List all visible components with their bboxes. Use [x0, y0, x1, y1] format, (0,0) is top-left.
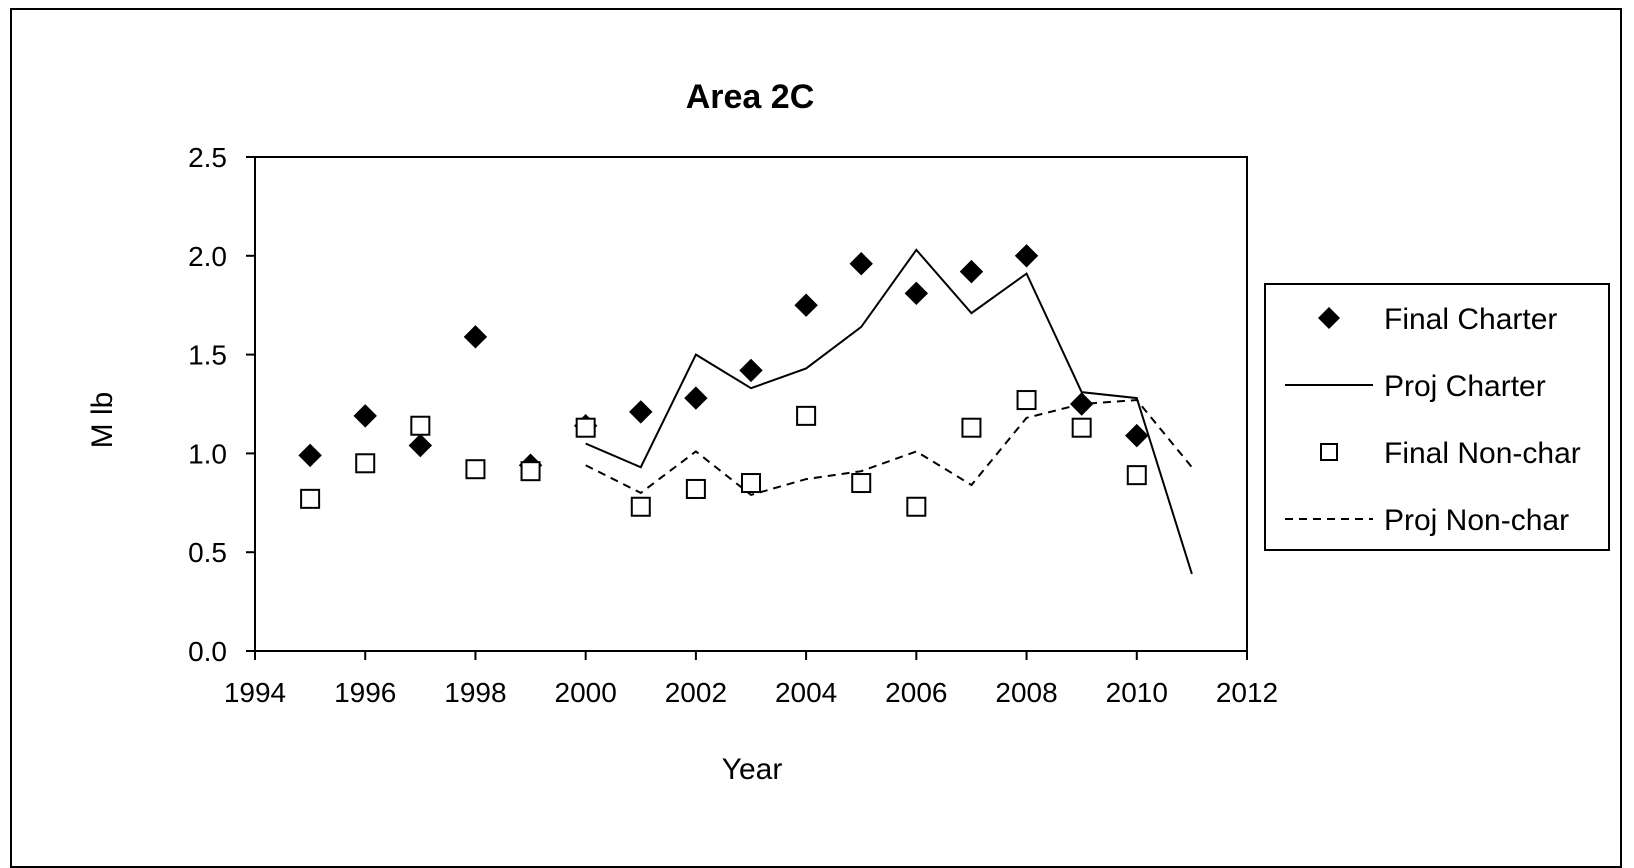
data-point — [1125, 423, 1149, 448]
y-tick-label: 1.5 — [188, 340, 227, 371]
data-point — [463, 325, 488, 349]
data-point — [961, 417, 982, 438]
data-point — [684, 386, 708, 410]
legend-item: Final Charter — [1318, 303, 1557, 336]
y-tick-label: 2.0 — [188, 241, 227, 272]
x-tick-label: 1994 — [224, 677, 286, 708]
data-point — [739, 358, 763, 383]
legend-label: Final Charter — [1384, 303, 1557, 336]
series-final-non-char — [300, 390, 1147, 517]
data-point — [1126, 465, 1147, 486]
data-point — [851, 473, 872, 494]
y-axis: 0.0 0.5 1.0 1.5 2.0 2.5 — [188, 142, 255, 667]
data-point — [1014, 244, 1039, 268]
data-point — [1071, 417, 1092, 438]
data-point — [796, 405, 817, 426]
legend-label: Final Non-char — [1384, 437, 1581, 470]
plot-area — [254, 156, 1248, 652]
x-tick-label: 1996 — [334, 677, 396, 708]
data-point — [741, 473, 761, 494]
chart-title: Area 2C — [686, 78, 815, 116]
x-tick-label: 2008 — [995, 677, 1057, 708]
data-point — [794, 293, 818, 317]
chart: Area 2C 0.0 0.5 1.0 1.5 2.0 2.5 1994 1996 1998 2… — [86, 78, 1610, 786]
data-point — [355, 453, 376, 474]
y-tick-label: 2.5 — [188, 142, 227, 173]
y-tick-label: 0.5 — [188, 537, 227, 568]
data-point — [465, 459, 486, 480]
data-point — [298, 443, 322, 468]
data-point — [575, 417, 596, 438]
x-tick-label: 2006 — [885, 677, 947, 708]
data-point — [906, 496, 927, 517]
x-tick-label: 2000 — [555, 677, 617, 708]
legend-item: Proj Charter — [1285, 370, 1546, 403]
legend-label: Proj Charter — [1384, 370, 1546, 403]
data-point — [300, 488, 321, 509]
legend-item: Final Non-char — [1320, 437, 1581, 470]
y-tick-label: 0.0 — [188, 636, 227, 667]
data-point — [630, 496, 651, 517]
data-point — [1016, 390, 1037, 411]
y-tick-label: 1.0 — [188, 438, 227, 469]
series-line — [585, 399, 1193, 496]
series-final-charter — [298, 244, 1149, 477]
x-tick-label: 2004 — [775, 677, 837, 708]
x-tick-label: 1998 — [444, 677, 506, 708]
series-proj-non-char — [585, 399, 1193, 496]
data-point — [410, 415, 431, 436]
series-proj-charter — [585, 248, 1193, 575]
legend-item: Proj Non-char — [1285, 504, 1569, 537]
series-layer — [298, 244, 1193, 575]
legend-symbol — [1320, 443, 1338, 461]
series-line — [585, 248, 1193, 575]
data-point — [849, 251, 873, 276]
data-point — [629, 400, 653, 424]
data-point — [408, 433, 433, 458]
x-tick-label: 2012 — [1216, 677, 1278, 708]
data-point — [353, 404, 377, 428]
data-point — [685, 478, 706, 499]
x-tick-label: 2010 — [1106, 677, 1168, 708]
x-tick-label: 2002 — [665, 677, 727, 708]
legend-label: Proj Non-char — [1384, 504, 1569, 537]
y-axis-title: M lb — [86, 392, 119, 449]
legend-box — [1264, 283, 1610, 551]
legend: Final Charter Proj Charter Final Non-char P… — [1264, 283, 1610, 551]
x-axis-title: Year — [722, 753, 783, 786]
data-point — [520, 461, 541, 482]
legend-symbol — [1318, 307, 1340, 329]
data-point — [959, 259, 984, 284]
x-axis: 1994 1996 1998 2000 2002 2004 2006 2008 2010 2012 — [224, 651, 1278, 708]
data-point — [904, 281, 929, 306]
